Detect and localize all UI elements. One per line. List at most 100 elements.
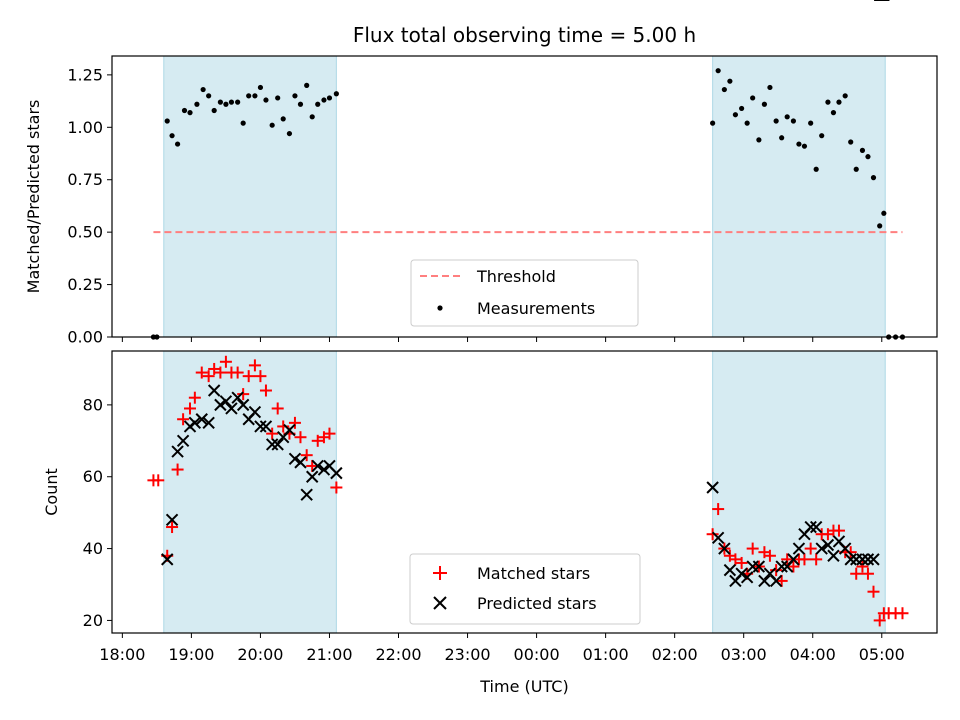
measurement-point xyxy=(877,223,883,229)
measurement-point xyxy=(206,93,212,99)
count-panel: 20 40 60 80 18:00 19:00 20:00 21:00 22:00 23:00 0… xyxy=(42,0,938,696)
predicted-star-point xyxy=(752,560,766,573)
predicted-star-point xyxy=(259,420,273,433)
top-x-ticks xyxy=(121,337,883,342)
predicted-star-stroke-b xyxy=(775,560,788,573)
predicted-star-stroke-b xyxy=(317,463,331,476)
ratio-panel: 0.00 0.25 0.50 0.75 1.00 1.25 Flux total obse… xyxy=(24,23,938,347)
shaded-region-0 xyxy=(163,56,337,337)
matched-star-point xyxy=(861,567,874,580)
predicted-star-stroke-b xyxy=(236,398,250,412)
predicted-star-stroke-b xyxy=(165,513,179,527)
predicted-star-point xyxy=(231,391,244,404)
predicted-star-stroke-b xyxy=(283,423,296,437)
predicted-star-stroke-b xyxy=(214,398,227,412)
predicted-star-point xyxy=(195,413,208,426)
predicted-star-point xyxy=(844,553,857,566)
predicted-star-point xyxy=(294,456,307,469)
matched-star-point xyxy=(323,427,336,440)
measurement-point xyxy=(756,137,762,143)
matched-star-point xyxy=(746,542,759,555)
measurement-points xyxy=(150,68,906,340)
measurement-point xyxy=(761,101,768,107)
matched-star-point xyxy=(231,366,244,379)
y-tick-label: 60 xyxy=(83,467,103,486)
predicted-star-point xyxy=(804,520,817,534)
measurement-point xyxy=(257,84,264,91)
matched-star-point xyxy=(330,481,343,494)
predicted-star-point xyxy=(821,538,835,552)
measurement-point xyxy=(217,99,223,105)
predicted-star-stroke-b xyxy=(330,466,343,480)
x-tick-label: 04:00 xyxy=(790,645,836,664)
matched-star-point xyxy=(300,449,313,462)
matched-star-point xyxy=(259,384,272,397)
predicted-star-point xyxy=(171,445,184,458)
matched-star-point xyxy=(294,431,307,444)
predicted-star-stroke-b xyxy=(259,420,273,433)
predicted-star-stroke-b xyxy=(752,560,766,573)
predicted-star-point xyxy=(330,466,343,480)
matched-star-point xyxy=(804,542,817,555)
legend-threshold-label: Threshold xyxy=(476,267,556,286)
measurement-point xyxy=(750,95,756,101)
matched-star-point xyxy=(288,416,301,429)
top-y-ticks: 0.00 0.25 0.50 0.75 1.00 1.25 xyxy=(67,65,112,347)
predicted-star-stroke-b xyxy=(804,520,817,534)
predicted-star-point xyxy=(161,553,174,566)
measurement-point xyxy=(292,93,298,99)
predicted-star-point xyxy=(740,571,754,584)
matched-star-point xyxy=(850,567,863,580)
measurement-point xyxy=(333,91,339,97)
predicted-star-stroke-b xyxy=(288,452,302,465)
legend-predicted-swatch xyxy=(433,596,447,610)
measurement-point xyxy=(779,135,785,141)
predicted-star-point xyxy=(300,488,313,501)
measurement-point xyxy=(194,101,200,107)
measurement-point xyxy=(280,116,286,122)
x-tick-label: 18:00 xyxy=(99,645,145,664)
matched-star-point xyxy=(177,413,190,426)
measurement-point xyxy=(246,93,252,99)
shaded-region-1 xyxy=(712,351,886,633)
predicted-star-point xyxy=(718,542,731,555)
predicted-star-point xyxy=(706,481,719,494)
matched-star-point xyxy=(266,427,279,440)
matched-star-point xyxy=(184,402,197,415)
matched-star-point xyxy=(248,359,261,372)
predicted-star-point xyxy=(769,574,783,588)
measurement-point xyxy=(801,143,808,149)
predicted-star-stroke-b xyxy=(323,459,336,473)
measurement-point xyxy=(326,95,333,101)
measurement-point xyxy=(784,114,790,120)
predicted-star-point xyxy=(311,459,324,473)
measurement-point xyxy=(859,147,866,153)
matched-star-point xyxy=(202,370,215,383)
measurement-point xyxy=(739,105,745,112)
predicted-star-point xyxy=(283,423,296,437)
predicted-star-stroke-b xyxy=(254,420,267,433)
predicted-star-stroke-b xyxy=(815,542,828,555)
top-legend-box xyxy=(410,259,639,327)
predicted-star-stroke-b xyxy=(711,531,725,545)
chart-title: Flux total observing time = 5.00 h xyxy=(353,23,696,47)
matched-star-point xyxy=(867,585,880,598)
top-shaded-regions xyxy=(163,56,886,337)
predicted-star-point xyxy=(248,405,262,419)
measurement-point xyxy=(819,133,825,139)
measurement-point xyxy=(710,120,716,126)
predicted-star-point xyxy=(254,420,267,433)
measurement-point xyxy=(181,107,188,114)
y-tick-label: 1.25 xyxy=(67,65,103,84)
matched-star-point xyxy=(729,553,742,566)
measurement-point xyxy=(790,118,797,124)
matched-star-point xyxy=(706,528,719,541)
measurement-point xyxy=(174,141,181,147)
bottom-y-ticks: 20 40 60 80 xyxy=(83,395,112,630)
predicted-star-stroke-b xyxy=(248,405,262,419)
predicted-star-point xyxy=(723,563,737,577)
predicted-star-point xyxy=(317,463,331,476)
bottom-shaded-regions xyxy=(163,351,886,633)
predicted-star-stroke-b xyxy=(171,445,184,458)
measurement-point xyxy=(164,118,170,124)
